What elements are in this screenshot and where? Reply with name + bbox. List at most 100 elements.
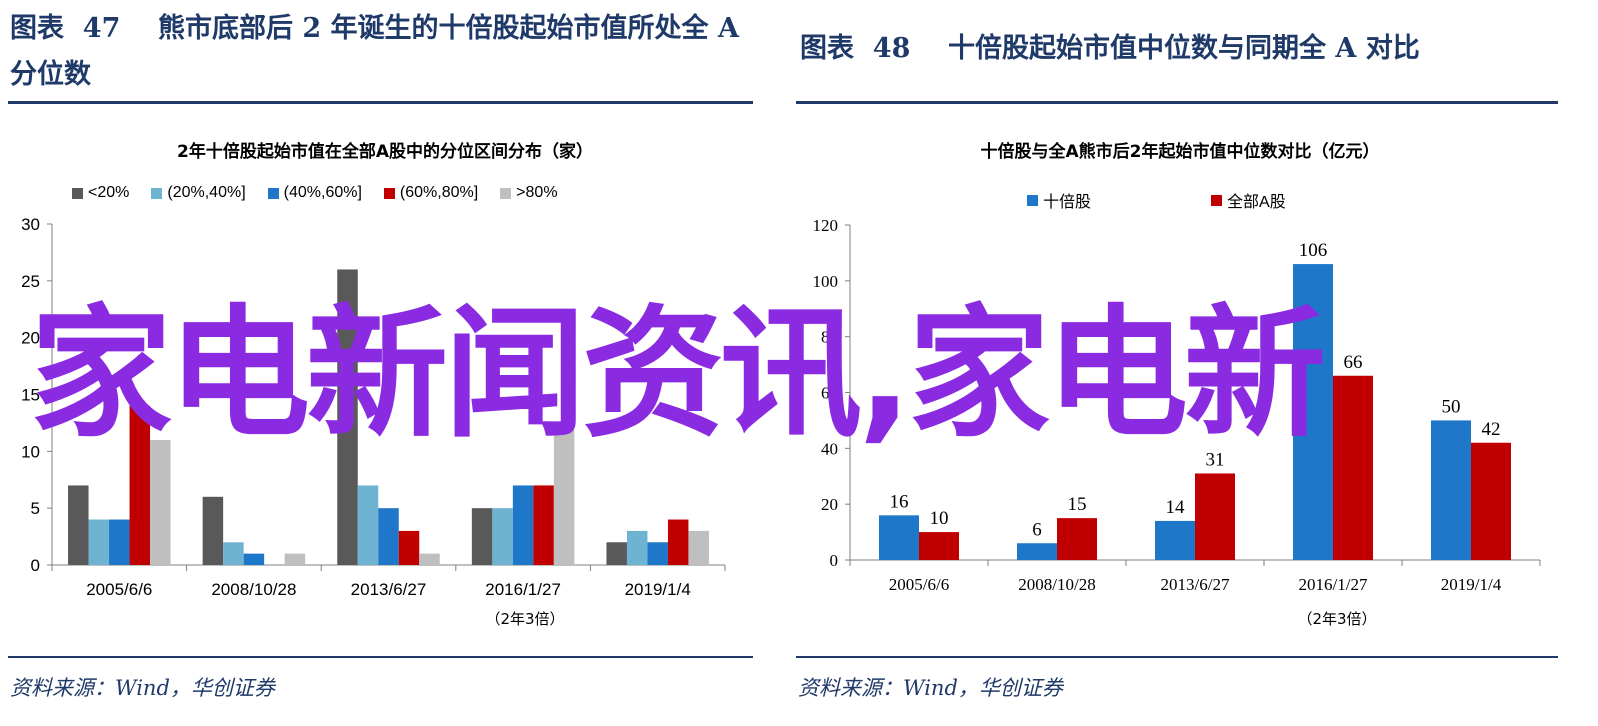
x-tick-label: 2019/1/4 — [1441, 575, 1502, 594]
y-tick-label: 20 — [21, 329, 40, 348]
x-tick-label: 2005/6/6 — [86, 580, 152, 599]
x-tick-label: 2016/1/27 — [1299, 575, 1368, 594]
y-tick-label: 40 — [821, 439, 838, 458]
data-label: 15 — [1068, 494, 1087, 515]
bar — [1017, 543, 1057, 560]
legend-label: 十倍股 — [1043, 194, 1092, 211]
legend-swatch — [1211, 194, 1223, 206]
y-tick-label: 25 — [21, 272, 40, 291]
bar — [1195, 473, 1235, 560]
legend-label: >80% — [516, 184, 558, 201]
left-panel: 图表 47 熊市底部后 2 年诞生的十倍股起始市值所处全 A 分位数 2年十倍股… — [0, 0, 770, 726]
legend-item: 十倍股 — [1027, 188, 1091, 212]
y-tick-label: 0 — [830, 551, 839, 570]
right-panel: 图表 48 十倍股起始市值中位数与同期全 A 对比 十倍股与全A熊市后2年起始市… — [790, 0, 1598, 726]
legend: <20% (20%,40%] (40%,60%] (60%,80%] >80% — [72, 184, 558, 202]
bar — [626, 530, 648, 565]
bar — [378, 508, 399, 565]
x-tick-label: 2008/10/28 — [211, 580, 296, 599]
bar — [1471, 442, 1511, 560]
y-tick-label: 0 — [31, 556, 40, 575]
x-tick-label: 2013/6/27 — [351, 580, 427, 599]
x-tick-label: 2008/10/28 — [1018, 575, 1095, 594]
x-tick-label: 2019/1/4 — [625, 580, 691, 599]
legend-swatch — [151, 187, 163, 199]
legend-item: (40%,60%] — [267, 184, 362, 202]
legend-swatch — [500, 187, 512, 199]
bar-chart-right: 0 20 40 60 80 100 120 2005/6/6 16 10 2008/10/28 6 15… — [813, 216, 1541, 594]
y-tick-label: 60 — [821, 384, 838, 403]
x-tick-label: 2013/6/27 — [1161, 575, 1230, 594]
bar — [1333, 375, 1373, 560]
legend-label: <20% — [88, 184, 130, 201]
legend-label: (20%,40%] — [167, 184, 246, 201]
bar — [419, 553, 440, 565]
legend: 十倍股 全部A股 — [1027, 188, 1286, 212]
source-note: 资料来源：Wind，华创证券 — [798, 676, 1063, 700]
data-label: 10 — [930, 508, 949, 529]
chart-subnote: （2年3倍） — [485, 610, 565, 628]
footer-rule — [8, 656, 753, 658]
x-tick-label: 2005/6/6 — [889, 575, 949, 594]
bar-chart-left: 0 5 10 15 20 25 30 2005/6/6 2008/10/28 2013/6/27 2… — [21, 215, 726, 599]
bar — [223, 542, 244, 565]
bar — [471, 508, 493, 565]
legend-swatch — [267, 187, 279, 199]
legend-label: 全部A股 — [1227, 194, 1286, 211]
y-tick-label: 80 — [821, 328, 838, 347]
bar — [68, 485, 89, 565]
bar — [512, 485, 534, 565]
chart-title: 2年十倍股起始市值在全部A股中的分位区间分布（家） — [177, 142, 593, 162]
bar — [667, 519, 689, 565]
figure-48-title: 图表 48 十倍股起始市值中位数与同期全 A 对比 — [800, 33, 1420, 64]
data-label: 106 — [1299, 240, 1328, 261]
bar — [492, 508, 513, 565]
y-tick-label: 5 — [31, 499, 40, 518]
legend-swatch — [72, 187, 83, 199]
legend-swatch — [1027, 194, 1038, 206]
bar — [1155, 520, 1195, 560]
chart-subnote: （2年3倍） — [1297, 610, 1377, 628]
bar — [1431, 420, 1471, 560]
data-label: 50 — [1442, 396, 1461, 417]
legend-swatch — [383, 187, 395, 199]
chart-title: 十倍股与全A熊市后2年起始市值中位数对比（亿元） — [980, 142, 1380, 162]
legend-item: 全部A股 — [1211, 188, 1286, 212]
watermark-overlay: 家电新闻资讯,家电新 — [30, 292, 1326, 457]
data-label: 6 — [1032, 519, 1042, 540]
figure-47-title: 图表 47 熊市底部后 2 年诞生的十倍股起始市值所处全 A 分位数 — [10, 13, 749, 90]
legend-label: (60%,80%] — [399, 184, 479, 201]
data-label: 42 — [1482, 419, 1501, 440]
bar — [284, 553, 306, 565]
y-tick-label: 20 — [821, 495, 838, 514]
y-tick-label: 10 — [21, 442, 40, 461]
data-label: 14 — [1166, 497, 1186, 518]
data-label: 66 — [1344, 352, 1363, 373]
bar — [357, 485, 379, 565]
legend-label: (40%,60%] — [283, 184, 362, 201]
y-tick-label: 30 — [21, 215, 40, 234]
bar — [606, 542, 627, 565]
bar — [1057, 518, 1097, 560]
data-label: 31 — [1206, 449, 1225, 470]
footer-rule — [796, 656, 1558, 658]
bar — [553, 428, 575, 565]
source-note: 资料来源：Wind，华创证券 — [10, 676, 275, 700]
bar — [88, 519, 110, 565]
legend-item: (20%,40%] — [151, 184, 246, 202]
bar — [1293, 264, 1333, 560]
legend-item: <20% — [72, 184, 129, 202]
y-tick-label: 100 — [813, 272, 839, 291]
bar — [919, 532, 959, 560]
bar — [533, 485, 554, 565]
bar — [398, 530, 420, 565]
bar — [647, 542, 668, 565]
y-tick-label: 15 — [21, 386, 40, 405]
bar — [337, 269, 358, 565]
bar — [202, 496, 224, 565]
bar — [129, 405, 151, 565]
bar — [109, 519, 130, 565]
data-label: 16 — [890, 491, 909, 512]
bar — [688, 530, 709, 565]
bar — [243, 553, 265, 565]
